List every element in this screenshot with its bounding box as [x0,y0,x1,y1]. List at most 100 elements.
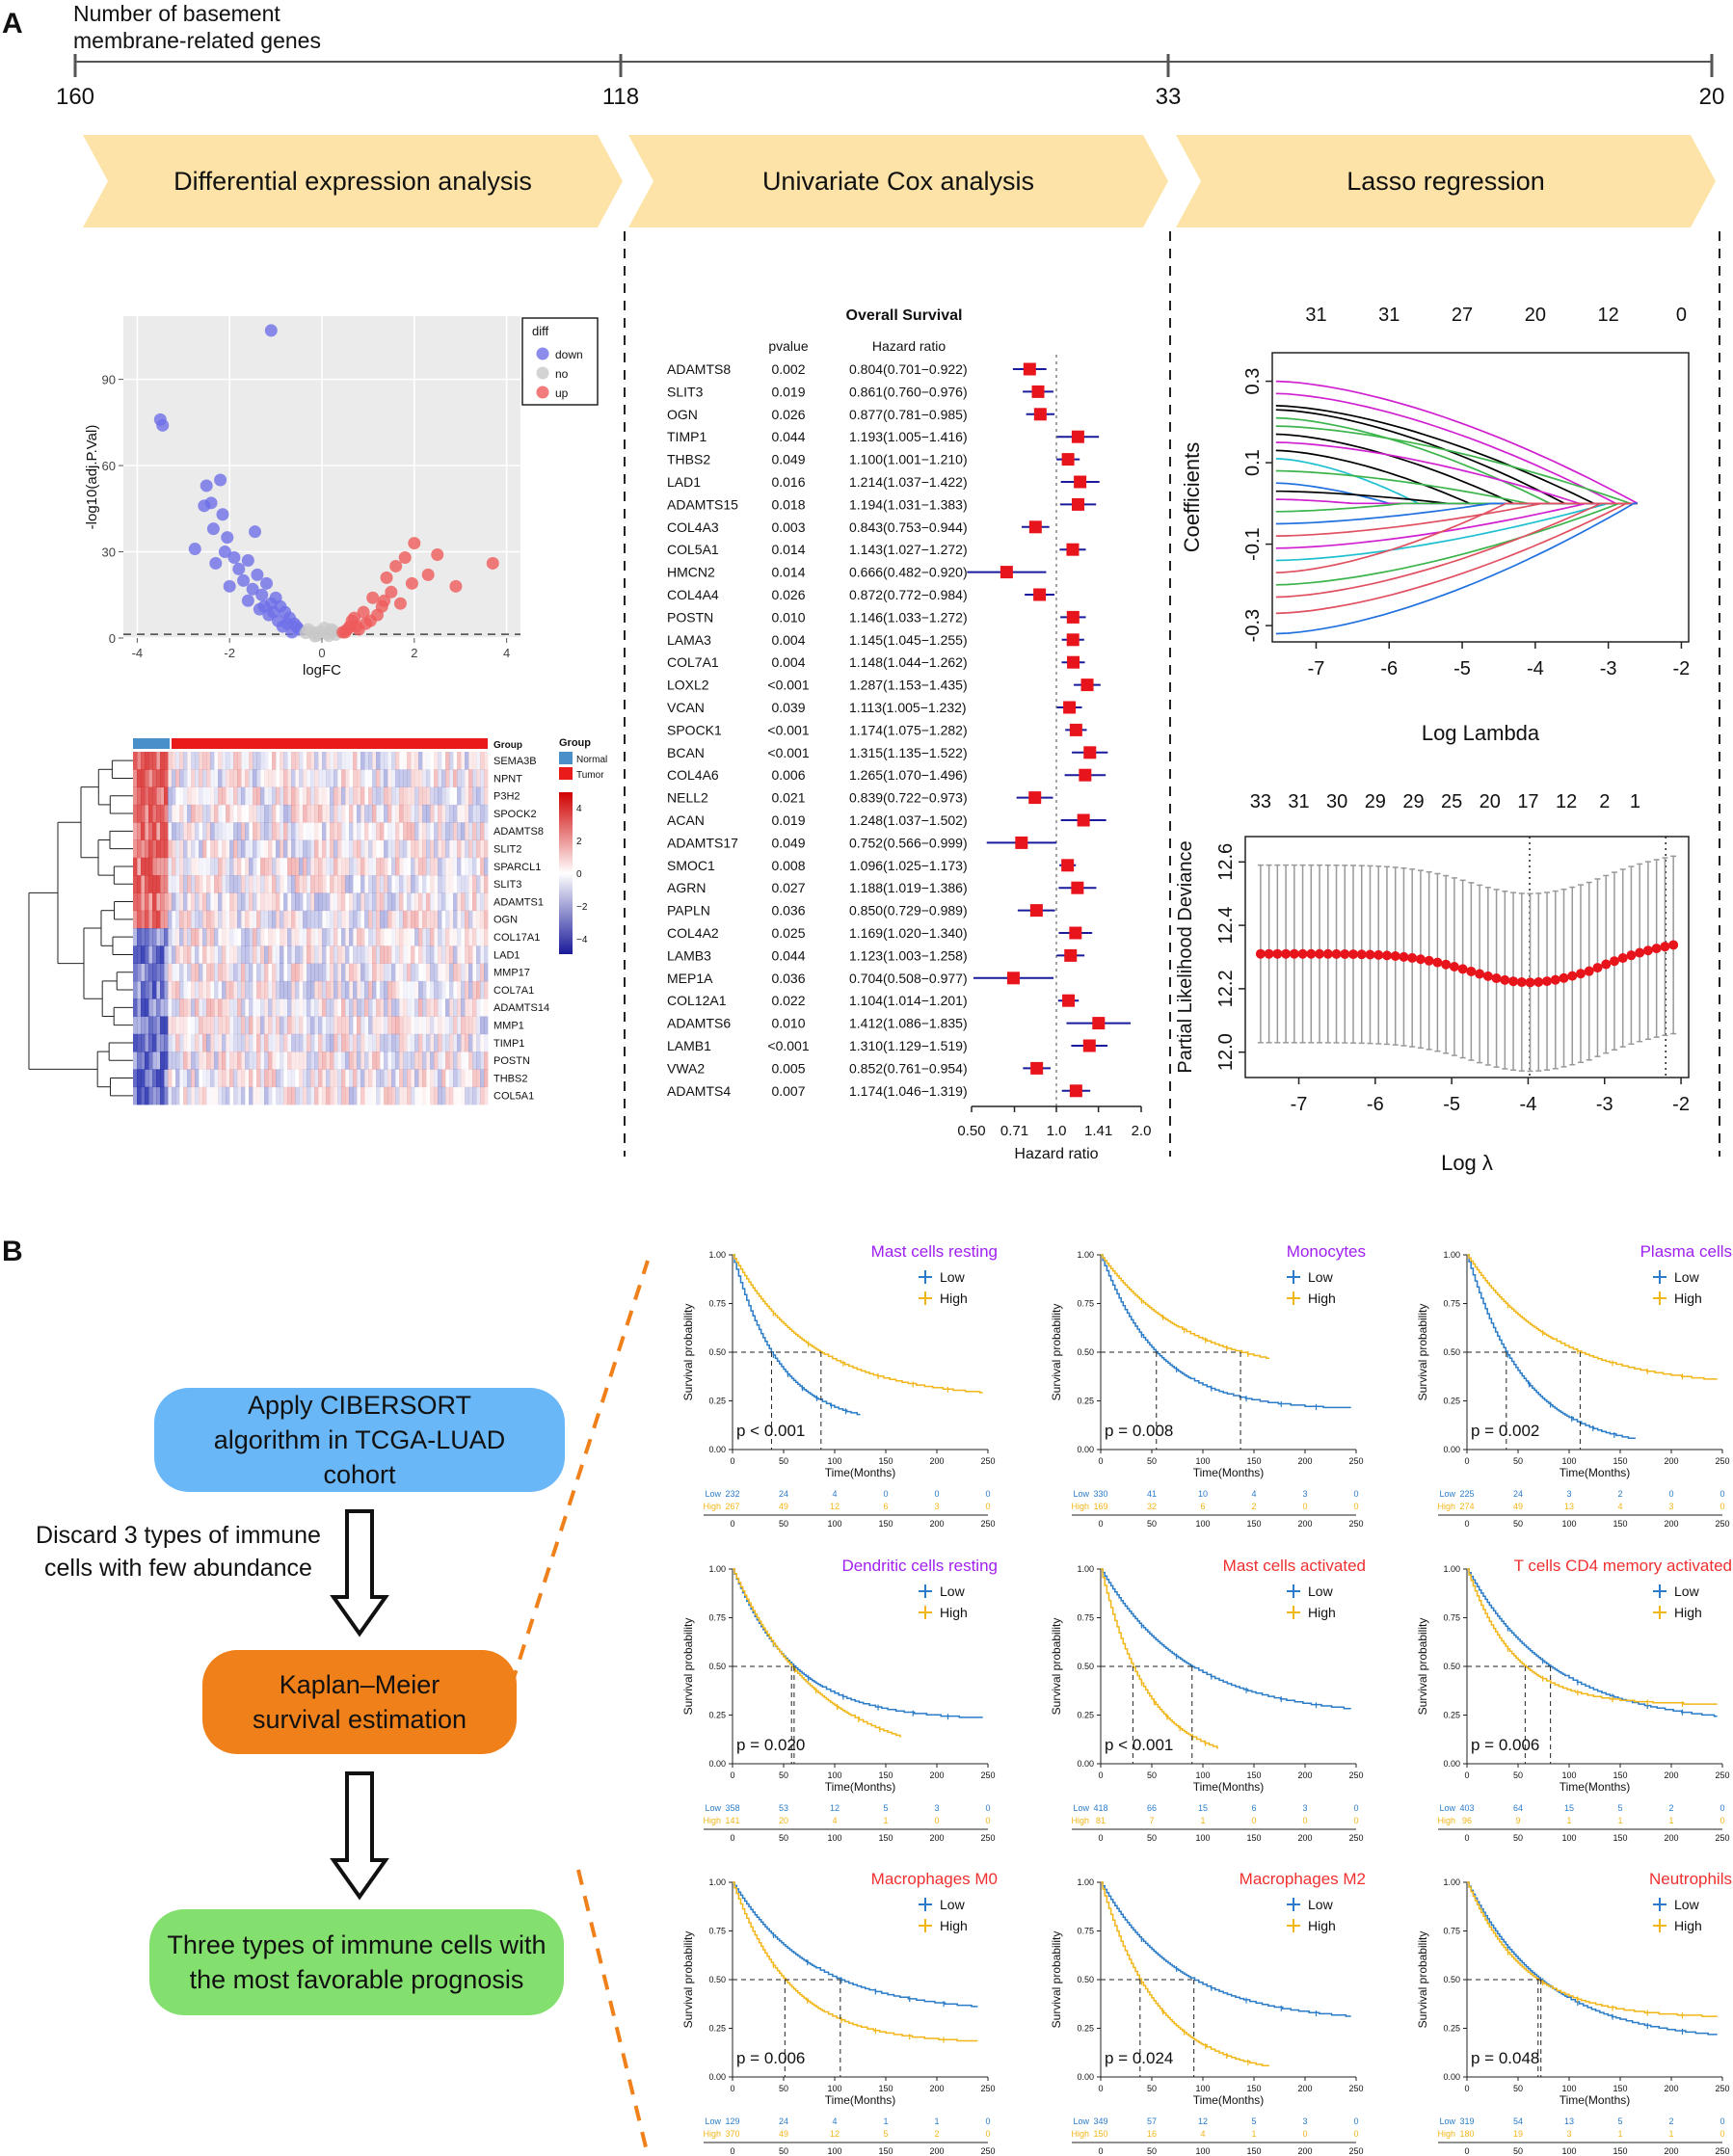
heatmap-cell [214,928,219,946]
heatmap-cell [287,804,292,823]
volcano-point [257,599,271,613]
heatmap-cell [172,963,176,982]
heatmap-cell [318,980,323,999]
km-xtick-label: 150 [1613,1456,1627,1466]
flow-box-cibersort: Apply CIBERSORT algorithm in TCGA-LUAD c… [154,1388,565,1492]
heatmap-gene-label: COL17A1 [493,932,540,944]
heatmap-cell [430,1016,435,1035]
heatmap-cell [384,928,387,946]
heatmap-cell [333,875,338,893]
heatmap-cell [414,857,419,876]
heatmap-cell [156,769,161,787]
heatmap-cell [214,998,219,1017]
lasso-coef-path [1275,502,1638,525]
heatmap-cell [210,786,215,806]
heatmap-cell [453,928,458,946]
heatmap-cell [314,910,319,929]
km-ytick-label: 0.75 [1443,1927,1460,1936]
heatmap-cell [368,769,372,787]
heatmap-cell [272,786,277,806]
km-risk-xtick-label: 250 [1348,2146,1363,2156]
lasso-coef-path [1275,416,1638,505]
heatmap-cell [480,822,485,840]
heatmap-cell [480,769,485,787]
lasso-coef-path [1275,469,1638,505]
lasso-cv-point [1567,971,1578,981]
heatmap-cell [353,1017,357,1035]
heatmap-cell [299,875,304,893]
heatmap-cell [461,980,466,999]
heatmap-cell [276,963,280,982]
heatmap-cell [233,892,238,912]
heatmap-cell [337,1016,342,1035]
heatmap-cell [449,963,454,982]
heatmap-cell [403,1033,408,1052]
heatmap-cell [426,910,431,929]
km-xtick-label: 250 [1348,1456,1363,1466]
km-risk-low-value: 66 [1147,1803,1157,1813]
heatmap-cell [326,1051,331,1070]
heatmap-cell [268,998,273,1017]
heatmap-cell [249,998,253,1017]
heatmap-cell [280,998,284,1017]
heatmap-cell [137,1016,142,1035]
heatmap-gene-label: POSTN [493,1055,530,1067]
heatmap-cell [260,928,265,946]
lasso-cv-point [1466,966,1477,976]
heatmap-cell [384,839,388,859]
heatmap-cell [349,857,354,876]
heatmap-cell [233,1051,238,1070]
heatmap-cell [264,928,268,946]
heatmap-cell [191,875,196,893]
heatmap-cell [391,769,396,787]
heatmap-cell [430,769,434,787]
heatmap-cell [141,980,146,999]
timeline-tick-label: 33 [1156,84,1182,110]
heatmap-cell [280,1069,284,1088]
heatmap-cell [229,752,234,770]
heatmap-cell [276,857,280,876]
heatmap-cell [226,1069,230,1088]
heatmap-cell [349,928,354,946]
heatmap-cell [287,1086,292,1105]
heatmap-cell [183,769,188,787]
heatmap-cell [438,752,442,770]
lasso-cv-point [1475,969,1485,979]
heatmap-cell [260,1051,265,1070]
km-xlabel: Time(Months) [825,2093,896,2107]
heatmap-cell [357,980,361,999]
forest-hr-text: 1.145(1.045−1.255) [849,632,968,648]
heatmap-cell [376,910,381,929]
km-xtick-label: 200 [929,1456,944,1466]
heatmap-cell [191,892,196,912]
heatmap-cell [202,857,207,876]
heatmap-cell [133,1086,138,1105]
heatmap-cell [322,769,327,787]
km-risk-high-value: 13 [1564,1502,1574,1511]
heatmap-cell [364,892,369,912]
forest-xlabel: Hazard ratio [1014,1146,1098,1162]
heatmap-cell [164,892,169,912]
km-risk-low-value: 5 [883,1803,888,1813]
heatmap-cell [445,945,450,964]
heatmap-cell [391,1016,396,1035]
heatmap-cell [453,1016,458,1035]
heatmap-cell [341,998,346,1017]
heatmap-cell [399,804,404,823]
heatmap-cell [480,910,485,929]
heatmap-cell [137,1086,142,1105]
heatmap-cell [253,998,256,1017]
lasso-cv-point [1322,948,1333,959]
heatmap-cell [218,998,223,1017]
heatmap-cell [187,769,191,787]
heatmap-gene-label: SLIT2 [493,844,521,856]
forest-hr-text: 1.123(1.003−1.258) [849,947,968,963]
km-risk-xtick-label: 150 [878,1833,893,1843]
heatmap-cell [272,928,277,946]
heatmap-cell [307,928,311,946]
km-risk-xtick-label: 0 [730,1833,734,1843]
heatmap-cell [364,839,369,859]
heatmap-colorbar-label: 2 [576,837,582,847]
heatmap-cell [148,1051,153,1070]
heatmap-legend-tumor-label: Tumor [576,770,604,781]
